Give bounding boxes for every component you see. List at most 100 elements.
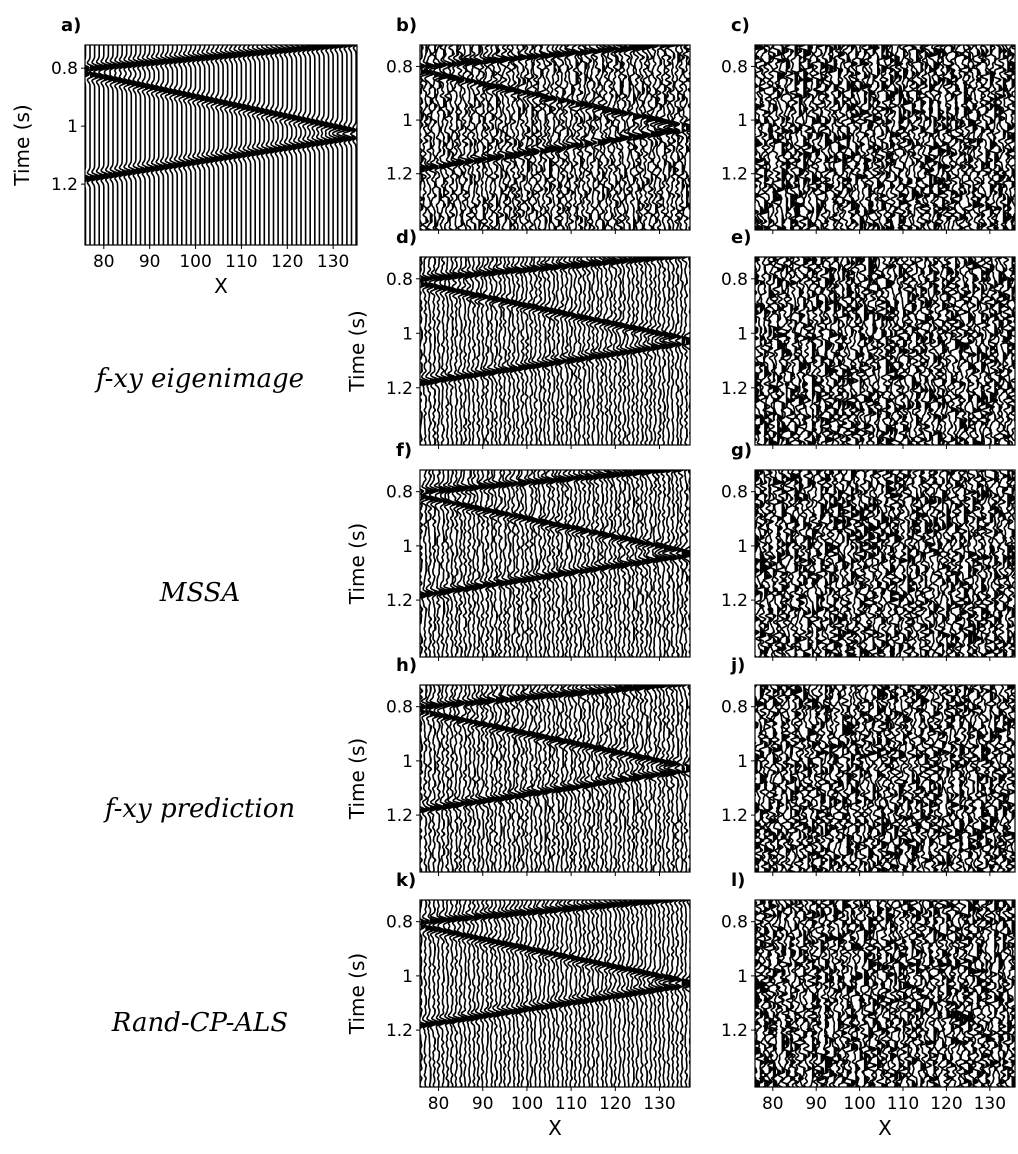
y-axis-label: Time (s)	[345, 953, 369, 1035]
panel-label: a)	[61, 15, 81, 36]
y-tick-label: 0.8	[386, 698, 413, 718]
y-tick-label: 0.8	[721, 270, 748, 290]
y-tick-label: 0.8	[386, 270, 413, 290]
panel-label: g)	[731, 440, 752, 461]
x-tick-label: 90	[139, 252, 161, 272]
panel-label: j)	[730, 655, 745, 676]
wiggle-fill	[361, 45, 369, 245]
y-tick-label: 1	[737, 752, 748, 772]
wiggle-panel	[746, 470, 1018, 657]
row-label: MSSA	[159, 578, 241, 608]
y-tick-label: 1.2	[721, 806, 748, 826]
x-tick-label: 100	[511, 1094, 543, 1114]
x-axis-label: X	[878, 1116, 892, 1140]
wiggle-trace	[504, 45, 517, 230]
wiggle-panel	[747, 900, 1018, 1087]
wiggle-trace	[532, 470, 543, 657]
x-tick-label: 120	[271, 252, 303, 272]
wiggle-trace	[682, 257, 694, 445]
y-tick-label: 1.2	[386, 1021, 413, 1041]
y-tick-label: 0.8	[721, 57, 748, 77]
x-tick-label: 110	[555, 1094, 587, 1114]
y-tick-label: 1.2	[721, 379, 748, 399]
wiggle-trace	[851, 900, 861, 1087]
wiggle-panel	[413, 45, 700, 230]
y-tick-label: 1.2	[51, 175, 78, 195]
wiggle-panel	[413, 900, 701, 1087]
wiggle-trace	[868, 257, 877, 445]
wiggle-trace	[868, 685, 877, 872]
panel-label: k)	[396, 870, 416, 891]
y-tick-label: 1	[737, 111, 748, 131]
panel-label: h)	[396, 655, 417, 676]
wiggle-panel	[78, 45, 369, 245]
wiggle-trace	[444, 685, 454, 872]
y-tick-label: 0.8	[721, 483, 748, 503]
y-tick-label: 1	[402, 324, 413, 344]
wiggle-trace	[660, 257, 671, 445]
x-tick-label: 80	[762, 1094, 784, 1114]
x-tick-label: 100	[179, 252, 211, 272]
wiggle-fill	[690, 685, 700, 872]
wiggle-trace	[678, 257, 685, 445]
wiggle-fill	[690, 257, 702, 445]
x-tick-label: 100	[843, 1094, 875, 1114]
y-tick-label: 1	[402, 967, 413, 987]
y-tick-label: 0.8	[386, 913, 413, 933]
wiggle-panel	[747, 257, 1018, 445]
wiggle-fill	[873, 685, 877, 872]
y-tick-label: 0.8	[721, 698, 748, 718]
x-tick-label: 130	[643, 1094, 675, 1114]
y-tick-label: 1	[737, 324, 748, 344]
wiggle-trace	[457, 470, 468, 657]
x-tick-label: 80	[93, 252, 115, 272]
y-tick-label: 1.2	[721, 1021, 748, 1041]
wiggle-trace	[872, 257, 880, 445]
x-tick-label: 120	[599, 1094, 631, 1114]
x-tick-label: 130	[317, 252, 349, 272]
panel-label: c)	[731, 15, 750, 36]
wiggle-trace	[683, 900, 695, 1087]
y-tick-label: 1.2	[721, 165, 748, 185]
wiggle-trace	[669, 900, 678, 1087]
wiggle-fill	[690, 900, 701, 1087]
wiggle-trace	[989, 470, 999, 657]
y-axis-label: Time (s)	[345, 738, 369, 820]
panel-label: l)	[731, 870, 745, 891]
y-tick-label: 1.2	[386, 591, 413, 611]
y-tick-label: 1	[402, 111, 413, 131]
y-axis-label: Time (s)	[345, 310, 369, 392]
y-axis-label: Time (s)	[345, 523, 369, 605]
wiggle-trace	[990, 900, 999, 1087]
y-tick-label: 1.2	[386, 806, 413, 826]
y-tick-label: 1.2	[386, 165, 413, 185]
x-tick-label: 90	[805, 1094, 827, 1114]
y-tick-label: 1	[402, 537, 413, 557]
wiggle-trace	[568, 257, 578, 445]
wiggle-fill	[690, 45, 700, 230]
x-axis-label: X	[214, 274, 228, 298]
wiggle-trace	[458, 900, 468, 1087]
x-tick-label: 130	[974, 1094, 1006, 1114]
wiggle-trace	[506, 470, 515, 657]
y-tick-label: 0.8	[386, 483, 413, 503]
wiggle-trace	[471, 900, 481, 1087]
wiggle-trace	[550, 900, 559, 1087]
y-tick-label: 1	[402, 752, 413, 772]
wiggle-trace	[470, 470, 481, 657]
row-label: f-xy eigenimage	[94, 364, 304, 394]
y-tick-label: 1	[737, 967, 748, 987]
y-tick-label: 1.2	[721, 591, 748, 611]
wiggle-panel	[747, 685, 1018, 872]
x-axis-label: X	[548, 1116, 562, 1140]
y-tick-label: 1	[737, 537, 748, 557]
y-axis-label: Time (s)	[10, 104, 34, 186]
y-tick-label: 0.8	[51, 59, 78, 79]
wiggle-trace	[673, 45, 681, 230]
panel-label: e)	[731, 227, 751, 248]
y-tick-label: 0.8	[721, 913, 748, 933]
y-tick-label: 0.8	[386, 57, 413, 77]
panel-label: d)	[396, 227, 417, 248]
panel-label: f)	[396, 440, 412, 461]
